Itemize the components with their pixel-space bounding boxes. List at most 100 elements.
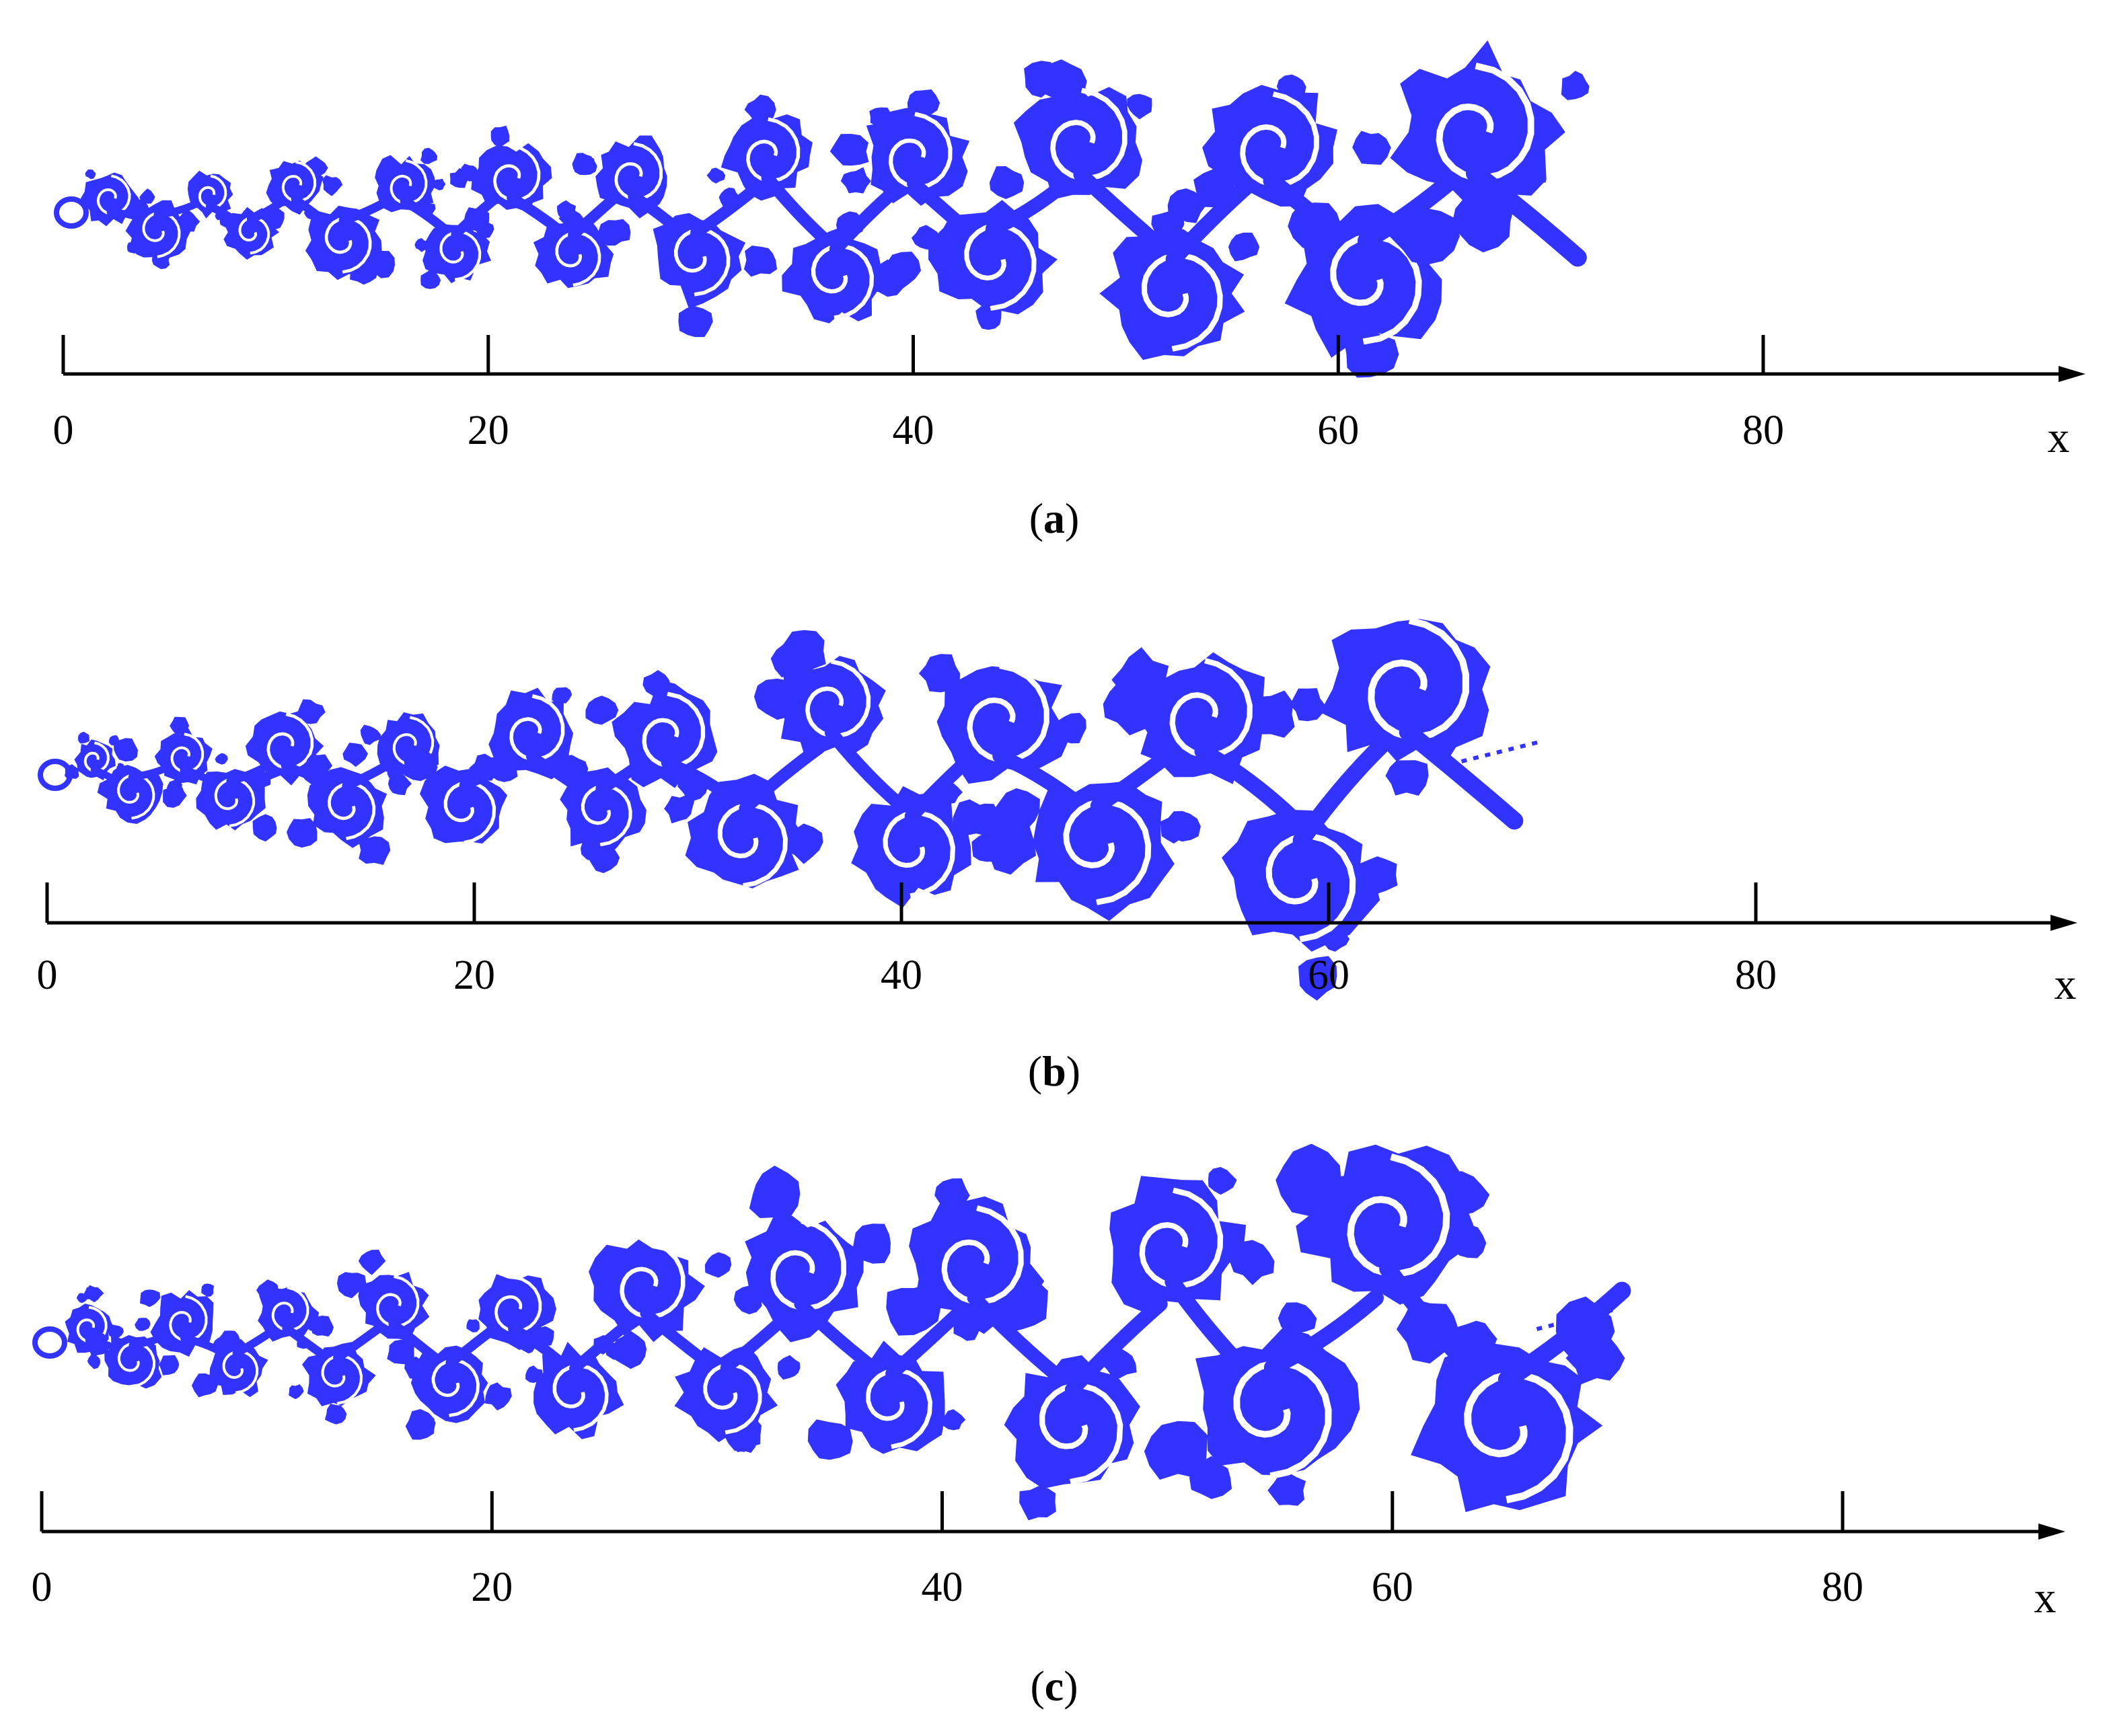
dye-fragment [256,1279,279,1302]
vortex-blob [488,687,574,780]
x-tick-label: 0 [37,952,58,998]
vortex-spiral [967,663,1049,763]
dye-fragment [774,650,802,679]
vortex-spiral [673,228,731,297]
dye-fragment [612,1330,647,1369]
dye-fragment [911,225,940,250]
x-tick-label: 20 [468,408,509,453]
vortex-spiral [1141,252,1223,352]
dye-fragment [1290,688,1325,722]
dye-fragment [342,743,368,767]
caption-open-paren: ( [1029,494,1043,542]
dye-fragment [360,724,381,745]
dye-fragment [108,1324,124,1338]
vortex-spiral [324,217,372,274]
dye-fragment [598,219,631,246]
dye-fragment [358,1250,386,1275]
dye-fragment [387,771,412,796]
dye-fragment [1246,690,1295,738]
dye-fragment [558,206,584,229]
dye-fragment [405,1408,435,1440]
dye-fragment [159,1355,180,1375]
vortex-blob [1099,229,1245,361]
dye-fragment [170,716,190,735]
dye-fragment [907,89,940,116]
vortex-spiral [770,1218,846,1311]
dye-fragment [840,167,871,194]
x-tick-label: 80 [1735,952,1777,998]
dye-fragment [289,1384,304,1400]
vortex-spiral [327,782,376,841]
dye-fragment [460,163,478,182]
dye-fragment [552,687,572,704]
dye-fragment [1167,188,1207,223]
dye-fragment [753,678,797,720]
vortex-spiral [222,1350,259,1394]
caption-open-paren: ( [1030,1662,1044,1710]
caption-open-paren: ( [1028,1047,1042,1095]
vortex-spiral [1050,87,1127,181]
x-axis-arrowhead [2059,366,2085,382]
vortex-spiral [281,160,317,203]
panel-a: 0 20 40 60 80 x (a) [53,40,2085,542]
dye-filament [1497,1281,1631,1389]
dye-fragment [170,779,182,792]
dye-filament [1194,743,1298,823]
vortex-spiral [941,1205,1024,1305]
vortex-blob [1195,1327,1360,1476]
dye-fragment [886,1283,941,1336]
dye-fragment [865,259,908,297]
vortex-spiral [1464,1371,1574,1504]
dye-fragment [1385,760,1429,796]
vortex-spiral [1330,233,1422,345]
vortex-blob [560,767,646,857]
dye-fragment [678,306,713,338]
dye-fragment [1144,1421,1208,1480]
vortex-blob [1136,652,1273,784]
dye-fragment [287,818,318,848]
dye-fragment [85,1333,109,1356]
dye-fragment [1452,194,1515,253]
dye-fragment [749,1166,801,1219]
caption-close-paren: ) [1066,1047,1080,1095]
dye-fragment [807,1419,853,1460]
cylinder-icon [32,1326,67,1359]
x-tick-label: 60 [1317,408,1359,453]
dye-fragment [1298,956,1337,1001]
dye-fragment [85,1285,104,1303]
dye-fragment [135,1318,151,1331]
vortex-blob [533,219,614,289]
vortex-blob [471,143,552,213]
caption-close-paren: ) [1064,1662,1078,1710]
vortex-blob [781,656,886,762]
dye-filament [1064,1297,1168,1397]
dye-fragment [1276,74,1306,100]
dye-fragment [1323,926,1350,952]
vortex-spiral [805,659,871,739]
dye-fragment [1127,93,1152,120]
dye-fragment [1267,1472,1306,1506]
dye-filament [1465,164,1587,267]
dye-fragment [404,751,438,782]
dye-fragment [215,753,228,765]
dye-fragment [733,1285,762,1315]
x-tick-label: 20 [471,1564,513,1610]
dye-fragment [953,1314,981,1341]
dye-fragment [305,754,332,780]
panel-caption: (b) [1028,1047,1080,1095]
dye-filament [1399,722,1524,830]
x-tick-label: 0 [32,1564,52,1610]
vortex-spiral [746,117,801,183]
dye-fragment [1193,168,1238,208]
dye-fragment [1456,1320,1497,1359]
vortex-spiral [1233,1359,1332,1480]
dye-fragment [475,757,502,781]
dye-fragment [585,695,619,725]
dye-filament [333,1322,386,1363]
panel-caption: (a) [1029,494,1080,542]
dye-fragment [535,1326,554,1347]
dye-fragment [739,1424,758,1441]
dye-fragment [420,147,438,164]
caption-letter: a [1043,494,1065,542]
vortex-blob [836,1341,945,1454]
